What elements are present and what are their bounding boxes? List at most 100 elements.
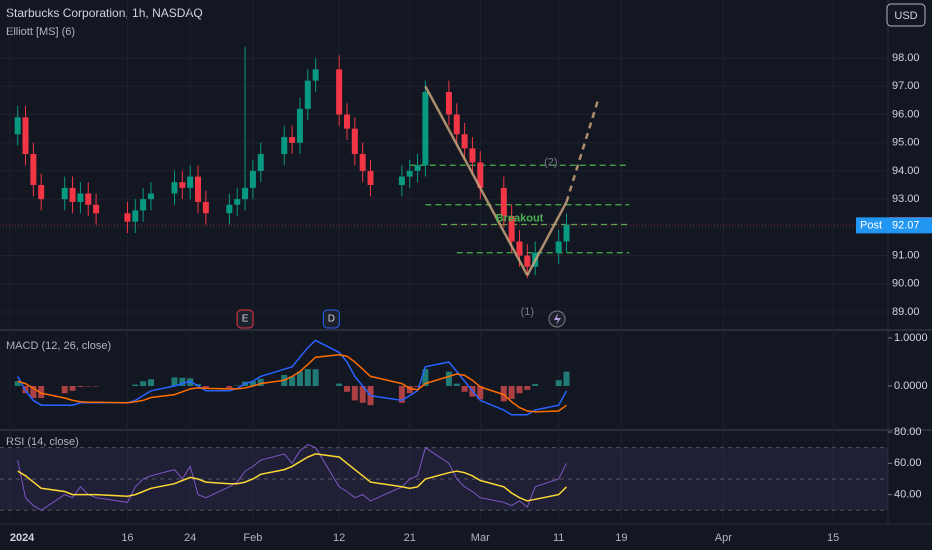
histogram-bar: [304, 369, 311, 386]
histogram-bar: [179, 377, 186, 386]
lightning-glyph: [554, 313, 561, 325]
candle-body: [202, 201, 209, 214]
candle-body: [14, 117, 21, 135]
candle-body: [38, 185, 45, 200]
candle-body: [147, 193, 154, 200]
y-tick-label: 98.00: [892, 52, 920, 64]
post-price-label: 92.07: [892, 219, 920, 231]
candle-body: [398, 176, 405, 186]
histogram-bar: [351, 386, 358, 401]
histogram-bar: [406, 386, 413, 394]
histogram-bar: [477, 386, 484, 400]
x-tick-label: 16: [121, 532, 133, 544]
candle-body: [563, 224, 570, 242]
macd-line: [17, 354, 567, 413]
candle-body: [124, 213, 131, 222]
histogram-bar: [289, 376, 296, 386]
histogram-bar: [508, 386, 515, 399]
currency-button[interactable]: [886, 3, 926, 27]
histogram-bar: [461, 386, 468, 392]
y-tick-label: 97.00: [892, 80, 920, 92]
candle-body: [140, 199, 147, 211]
histogram-bar: [30, 386, 37, 398]
candle-body: [242, 187, 249, 200]
x-tick-label: 12: [333, 532, 345, 544]
rsi-line: [17, 443, 567, 511]
y-tick-label: 40.00: [894, 489, 922, 501]
y-tick-label: 90.00: [892, 278, 920, 290]
candle-body: [257, 154, 264, 171]
event-label: E: [242, 314, 249, 325]
candle-body: [524, 255, 531, 267]
wave-label: (1): [521, 306, 534, 318]
candle-body: [477, 162, 484, 188]
candle-body: [61, 187, 68, 200]
candle-body: [77, 193, 84, 202]
x-tick-label: 15: [827, 532, 839, 544]
histogram-bar: [69, 386, 76, 391]
candle-body: [179, 182, 186, 188]
histogram-bar: [187, 378, 194, 386]
elliott-wave: [424, 85, 529, 276]
y-tick-label: 91.00: [892, 249, 920, 261]
histogram-bar: [171, 377, 178, 386]
histogram-bar: [14, 381, 21, 386]
y-tick-label: 95.00: [892, 137, 920, 149]
histogram-bar: [359, 386, 366, 403]
event-badge: [322, 309, 340, 329]
candle-body: [93, 204, 100, 214]
histogram-bar: [555, 380, 562, 386]
candle-body: [69, 187, 76, 202]
candle-body: [226, 204, 233, 214]
histogram-bar: [226, 386, 233, 388]
histogram-bar: [249, 381, 256, 386]
candle-body: [195, 176, 202, 202]
y-tick-label: 94.00: [892, 165, 920, 177]
x-tick-label: 21: [404, 532, 416, 544]
histogram-bar: [147, 379, 154, 386]
histogram-bar: [77, 386, 84, 387]
histogram-bar: [195, 384, 202, 386]
wave-label: (2): [544, 156, 557, 168]
candle-body: [461, 134, 468, 149]
candle-body: [85, 193, 92, 205]
candle-body: [304, 80, 311, 109]
candle-body: [281, 137, 288, 154]
candle-body: [234, 199, 241, 205]
post-tag: [856, 217, 932, 234]
candle-body: [249, 170, 256, 188]
x-tick-label: 19: [615, 532, 627, 544]
y-tick-label: 60.00: [894, 457, 922, 469]
candle-body: [187, 176, 194, 188]
candle-body: [296, 108, 303, 143]
histogram-bar: [257, 378, 264, 386]
candle-body: [422, 91, 429, 166]
histogram-bar: [140, 381, 147, 386]
histogram-bar: [343, 386, 350, 392]
histogram-bar: [132, 384, 139, 386]
candle-body: [508, 216, 515, 242]
candle-body: [351, 128, 358, 154]
candle-body: [445, 91, 452, 115]
candle-body: [516, 241, 523, 256]
histogram-bar: [61, 386, 68, 394]
x-tick-label: 24: [184, 532, 196, 544]
candle-body: [367, 170, 374, 186]
x-tick-label: 2024: [10, 532, 35, 544]
candle-body: [289, 137, 296, 143]
breakout-label: Breakout: [496, 213, 544, 225]
macd-title: MACD (12, 26, close): [6, 340, 111, 352]
histogram-bar: [500, 386, 507, 402]
x-tick-label: 11: [553, 532, 564, 544]
y-tick-label: 80.00: [894, 426, 922, 438]
candle-body: [500, 187, 507, 217]
candle-body: [555, 241, 562, 253]
histogram-bar: [445, 371, 452, 386]
histogram-bar: [453, 383, 460, 386]
candle-body: [359, 154, 366, 171]
currency-label[interactable]: USD: [894, 10, 917, 22]
